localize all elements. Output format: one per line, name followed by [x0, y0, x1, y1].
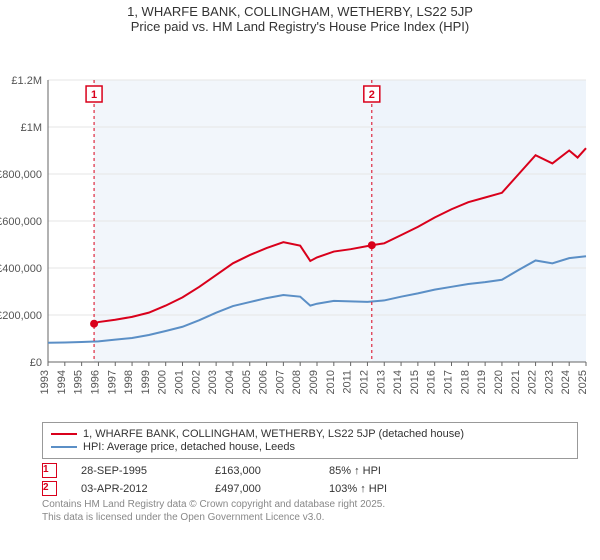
svg-text:£800,000: £800,000 [0, 169, 42, 181]
transactions-table: 1 28-SEP-1995 £163,000 85% ↑ HPI 2 03-APR-201… [42, 463, 578, 496]
svg-text:2011: 2011 [342, 370, 354, 394]
transaction-row: 1 28-SEP-1995 £163,000 85% ↑ HPI [42, 463, 578, 478]
legend-item: HPI: Average price, detached house, Leed… [51, 441, 569, 453]
svg-text:2022: 2022 [527, 370, 539, 394]
transaction-hpi: 103% ↑ HPI [329, 483, 387, 495]
marker-2-dot [368, 241, 376, 249]
marker-1-dot [90, 320, 98, 328]
svg-text:2009: 2009 [308, 370, 320, 394]
legend-label: HPI: Average price, detached house, Leed… [83, 441, 295, 453]
svg-text:2025: 2025 [577, 370, 589, 394]
attribution-line2: This data is licensed under the Open Gov… [42, 512, 578, 525]
chart-title: 1, WHARFE BANK, COLLINGHAM, WETHERBY, LS… [0, 4, 600, 19]
transaction-marker: 1 [42, 463, 57, 478]
svg-text:1999: 1999 [140, 370, 152, 394]
svg-text:£0: £0 [30, 357, 42, 369]
legend-label: 1, WHARFE BANK, COLLINGHAM, WETHERBY, LS… [83, 428, 464, 440]
svg-text:2010: 2010 [325, 370, 337, 394]
svg-text:2004: 2004 [224, 370, 236, 394]
legend-swatch [51, 433, 77, 435]
transaction-price: £163,000 [215, 465, 305, 477]
svg-text:2006: 2006 [258, 370, 270, 394]
svg-text:2014: 2014 [392, 370, 404, 394]
svg-text:£400,000: £400,000 [0, 263, 42, 275]
svg-text:1998: 1998 [123, 370, 135, 394]
svg-text:£200,000: £200,000 [0, 310, 42, 322]
svg-text:2017: 2017 [443, 370, 455, 394]
svg-text:2020: 2020 [493, 370, 505, 394]
svg-text:1994: 1994 [56, 370, 68, 394]
transaction-date: 28-SEP-1995 [81, 465, 191, 477]
svg-text:2013: 2013 [375, 370, 387, 394]
svg-text:2019: 2019 [476, 370, 488, 394]
svg-text:1996: 1996 [89, 370, 101, 394]
svg-text:2: 2 [369, 89, 375, 101]
svg-text:2001: 2001 [174, 370, 186, 394]
legend-item: 1, WHARFE BANK, COLLINGHAM, WETHERBY, LS… [51, 428, 569, 440]
svg-text:1995: 1995 [73, 370, 85, 394]
price-chart: £0 £200,000 £400,000 £600,000 £800,000 £1M £1.… [0, 36, 600, 416]
legend-swatch [51, 446, 77, 448]
attribution: Contains HM Land Registry data © Crown c… [42, 499, 578, 524]
attribution-line1: Contains HM Land Registry data © Crown c… [42, 499, 578, 512]
svg-text:2003: 2003 [207, 370, 219, 394]
svg-text:2000: 2000 [157, 370, 169, 394]
transaction-marker: 2 [42, 481, 57, 496]
transaction-hpi: 85% ↑ HPI [329, 465, 381, 477]
svg-text:1993: 1993 [39, 370, 51, 394]
svg-text:2016: 2016 [426, 370, 438, 394]
svg-text:2024: 2024 [560, 370, 572, 394]
chart-subtitle: Price paid vs. HM Land Registry's House … [0, 19, 600, 34]
svg-text:2021: 2021 [510, 370, 522, 394]
svg-text:2002: 2002 [190, 370, 202, 394]
svg-text:2005: 2005 [241, 370, 253, 394]
svg-text:2008: 2008 [291, 370, 303, 394]
chart-area: £0 £200,000 £400,000 £600,000 £800,000 £1M £1.… [0, 36, 600, 416]
transaction-price: £497,000 [215, 483, 305, 495]
svg-text:£1.2M: £1.2M [11, 75, 42, 87]
svg-text:2007: 2007 [274, 370, 286, 394]
svg-text:2018: 2018 [459, 370, 471, 394]
transaction-row: 2 03-APR-2012 £497,000 103% ↑ HPI [42, 481, 578, 496]
svg-text:2012: 2012 [358, 370, 370, 394]
svg-text:2023: 2023 [543, 370, 555, 394]
svg-text:1997: 1997 [106, 370, 118, 394]
svg-text:1: 1 [91, 89, 97, 101]
svg-text:2015: 2015 [409, 370, 421, 394]
legend: 1, WHARFE BANK, COLLINGHAM, WETHERBY, LS… [42, 422, 578, 459]
transaction-date: 03-APR-2012 [81, 483, 191, 495]
svg-text:£600,000: £600,000 [0, 216, 42, 228]
svg-text:£1M: £1M [21, 122, 42, 134]
